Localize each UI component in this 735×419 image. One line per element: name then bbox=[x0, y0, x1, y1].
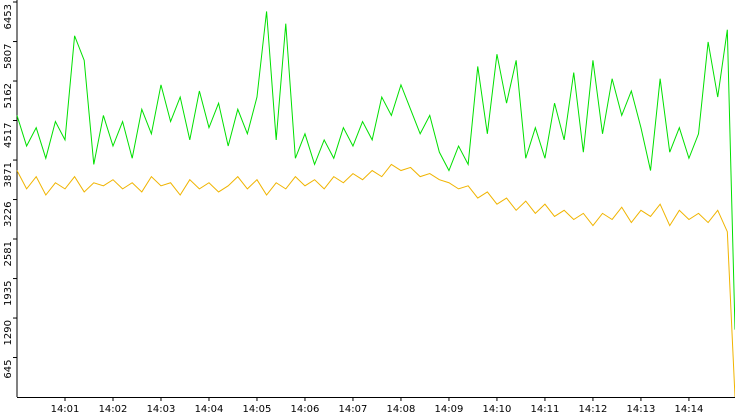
x-tick-label: 14:01 bbox=[51, 404, 80, 415]
y-tick-label: 6453 bbox=[3, 4, 14, 29]
series-line bbox=[16, 163, 735, 398]
x-tick-label: 14:06 bbox=[291, 404, 320, 415]
x-tick-label: 14:07 bbox=[339, 404, 368, 415]
y-tick-label: 3871 bbox=[3, 162, 14, 187]
x-tick-label: 14:03 bbox=[147, 404, 176, 415]
x-tick-label: 14:11 bbox=[531, 404, 560, 415]
y-tick-label: 5807 bbox=[3, 44, 14, 69]
x-tick-label: 14:02 bbox=[99, 404, 128, 415]
y-tick-label: 1935 bbox=[3, 281, 14, 306]
x-tick-label: 14:09 bbox=[435, 404, 464, 415]
x-tick-label: 14:10 bbox=[483, 404, 512, 415]
y-tick-label: 5162 bbox=[3, 83, 14, 108]
x-tick-label: 14:14 bbox=[675, 404, 704, 415]
y-tick-label: 3226 bbox=[3, 202, 14, 227]
y-tick-label: 1290 bbox=[3, 320, 14, 345]
y-tick-label: 2581 bbox=[3, 241, 14, 266]
y-tick-label: 4517 bbox=[3, 123, 14, 148]
x-tick-label: 14:12 bbox=[579, 404, 608, 415]
x-tick-label: 14:04 bbox=[195, 404, 224, 415]
series-line bbox=[16, 11, 735, 330]
x-tick-label: 14:08 bbox=[387, 404, 416, 415]
y-tick-label: 645 bbox=[3, 360, 14, 379]
x-tick-label: 14:13 bbox=[627, 404, 656, 415]
x-tick-label: 14:05 bbox=[243, 404, 272, 415]
